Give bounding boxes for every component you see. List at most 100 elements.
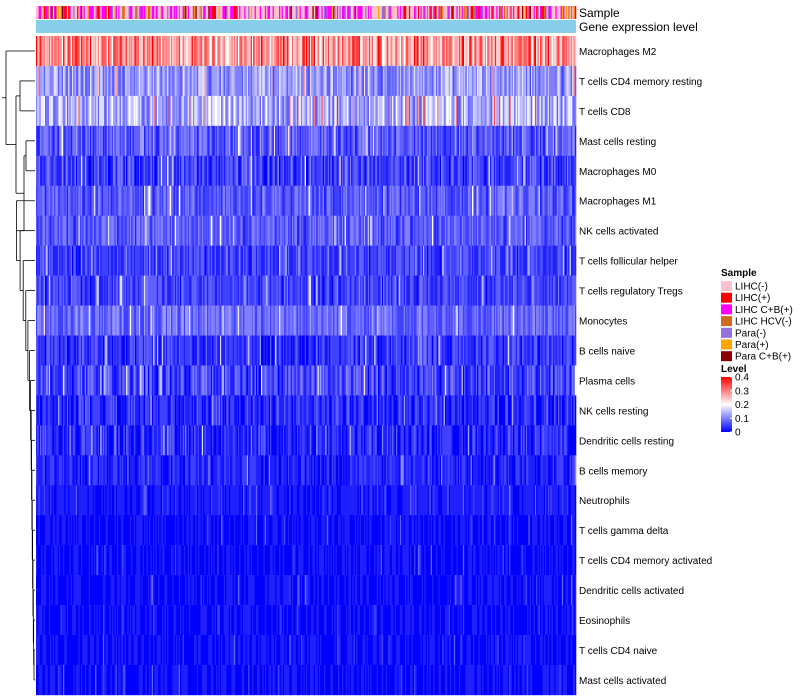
- heatmap-cell: [97, 155, 100, 187]
- heatmap-cell: [136, 215, 141, 246]
- heatmap-cell: [127, 425, 129, 456]
- heatmap-cell: [330, 36, 333, 67]
- sample-annotation-cell: [342, 6, 344, 19]
- heatmap-cell: [171, 365, 173, 396]
- heatmap-cell: [104, 305, 106, 336]
- heatmap-cell: [133, 215, 136, 246]
- heatmap-cell: [149, 425, 153, 456]
- heatmap-cell: [540, 155, 542, 187]
- heatmap-cell: [75, 125, 78, 157]
- heatmap-cell: [90, 305, 92, 336]
- heatmap-cell: [534, 65, 537, 97]
- heatmap-cell: [556, 36, 559, 67]
- sample-annotation-cell: [394, 6, 397, 19]
- heatmap-cell: [538, 95, 541, 127]
- heatmap-cell: [196, 335, 200, 366]
- heatmap-cell: [302, 155, 304, 187]
- heatmap-cell: [110, 215, 115, 246]
- heatmap-cell: [254, 155, 257, 187]
- sample-annotation-cell: [268, 6, 271, 19]
- heatmap-cell: [329, 36, 331, 67]
- heatmap-cell: [309, 95, 312, 127]
- heatmap-cell: [158, 275, 163, 306]
- sample-annotation-cell: [204, 6, 207, 19]
- heatmap-cell: [340, 275, 344, 306]
- heatmap-cell: [295, 305, 298, 336]
- heatmap-cell: [217, 65, 219, 97]
- heatmap-cell: [263, 95, 266, 127]
- heatmap-cell: [394, 125, 397, 157]
- sample-annotation-cell: [59, 6, 61, 19]
- heatmap-cell: [145, 425, 147, 456]
- heatmap-cell: [428, 365, 430, 396]
- heatmap-cell: [223, 65, 226, 97]
- sample-annotation-cell: [128, 6, 131, 19]
- heatmap-cell: [543, 395, 546, 426]
- heatmap-cell: [298, 65, 300, 97]
- heatmap-cell: [298, 305, 300, 336]
- sample-annotation-cell: [347, 6, 349, 19]
- heatmap-cell: [261, 215, 264, 246]
- heatmap-cell: [518, 125, 520, 157]
- sample-annotation-cell: [313, 6, 316, 19]
- sample-annotation-cell: [491, 6, 493, 19]
- heatmap-cell: [244, 36, 246, 67]
- heatmap-cell: [408, 335, 411, 366]
- heatmap-cell: [135, 395, 140, 426]
- heatmap-cell: [267, 125, 270, 157]
- heatmap-cell: [354, 125, 358, 157]
- heatmap-cell: [56, 395, 59, 426]
- heatmap-cell: [461, 125, 464, 157]
- heatmap-cell: [174, 65, 177, 97]
- heatmap-cell: [293, 425, 297, 456]
- heatmap-cell: [444, 215, 447, 246]
- heatmap-cell: [50, 305, 52, 336]
- heatmap-cell: [311, 125, 313, 157]
- heatmap-cell: [61, 125, 64, 157]
- heatmap-cell: [159, 335, 162, 366]
- heatmap-cell: [302, 335, 306, 366]
- heatmap-cell: [92, 36, 96, 67]
- heatmap-cell: [115, 155, 118, 187]
- heatmap-cell: [203, 335, 205, 366]
- heatmap-cell: [145, 125, 147, 157]
- heatmap-cell: [167, 125, 169, 157]
- heatmap-cell: [313, 215, 316, 246]
- heatmap-cell: [347, 185, 351, 216]
- heatmap-cell: [493, 65, 496, 97]
- heatmap-cell: [550, 185, 552, 216]
- heatmap-cell: [379, 365, 381, 396]
- sample-annotation-cell: [362, 6, 365, 19]
- heatmap-cell: [66, 245, 70, 276]
- heatmap-cell: [430, 125, 433, 157]
- heatmap-cell: [513, 395, 515, 426]
- sample-annotation-cell: [438, 6, 441, 19]
- heatmap-cell: [189, 215, 191, 246]
- heatmap-cell: [477, 365, 479, 396]
- heatmap-cell: [381, 36, 385, 67]
- heatmap-cell: [505, 305, 507, 336]
- heatmap-cell: [311, 365, 313, 396]
- heatmap-cell: [42, 275, 45, 306]
- heatmap-cell: [108, 365, 110, 396]
- heatmap-cell: [488, 245, 492, 276]
- heatmap-cell: [471, 275, 474, 306]
- heatmap-cell: [338, 36, 340, 67]
- heatmap-cell: [118, 155, 120, 187]
- heatmap-cell: [480, 245, 483, 276]
- heatmap-cell: [405, 185, 407, 216]
- heatmap-cell: [322, 125, 325, 157]
- heatmap-cell: [486, 215, 489, 246]
- heatmap-cell: [489, 215, 492, 246]
- heatmap-cell: [408, 155, 411, 187]
- heatmap-cell: [569, 95, 572, 127]
- heatmap-cell: [183, 95, 189, 127]
- heatmap-cell: [149, 36, 151, 67]
- heatmap-cell: [558, 125, 560, 157]
- heatmap-cell: [102, 395, 106, 426]
- heatmap-cell: [38, 425, 41, 456]
- heatmap-cell: [263, 125, 267, 157]
- heatmap-cell: [312, 305, 315, 336]
- heatmap-cell: [145, 215, 147, 246]
- heatmap-cell: [142, 185, 145, 216]
